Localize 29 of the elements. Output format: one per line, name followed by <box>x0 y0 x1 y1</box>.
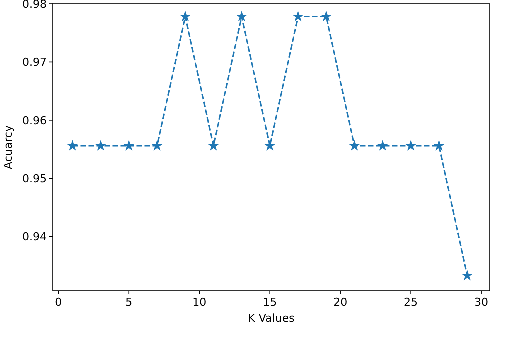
x-tick-label: 15 <box>263 296 278 309</box>
y-tick-label: 0.98 <box>22 0 47 11</box>
x-axis-title: K Values <box>248 312 296 325</box>
x-tick-label: 5 <box>126 296 133 309</box>
point <box>236 10 248 22</box>
point <box>405 140 417 151</box>
x-tick-label: 0 <box>55 296 62 309</box>
point <box>292 10 304 22</box>
y-tick-label: 0.95 <box>22 172 47 186</box>
point <box>208 140 220 151</box>
point <box>434 140 445 151</box>
point <box>462 270 474 281</box>
point <box>152 140 163 151</box>
y-axis-title: Acuarcy <box>2 125 15 170</box>
point <box>348 140 360 151</box>
y-tick-label: 0.96 <box>22 114 47 128</box>
x-tick-label: 10 <box>192 296 207 309</box>
y-tick-label: 0.97 <box>22 56 47 70</box>
y-tick-label: 0.94 <box>22 230 47 244</box>
x-tick-label: 30 <box>474 296 489 309</box>
point <box>95 140 107 151</box>
point <box>123 140 135 151</box>
point <box>377 140 389 151</box>
x-tick-label: 20 <box>334 296 348 309</box>
point <box>320 10 332 22</box>
x-tick-label: 25 <box>404 296 418 309</box>
point <box>180 10 192 22</box>
point <box>67 140 78 151</box>
point <box>264 140 276 151</box>
